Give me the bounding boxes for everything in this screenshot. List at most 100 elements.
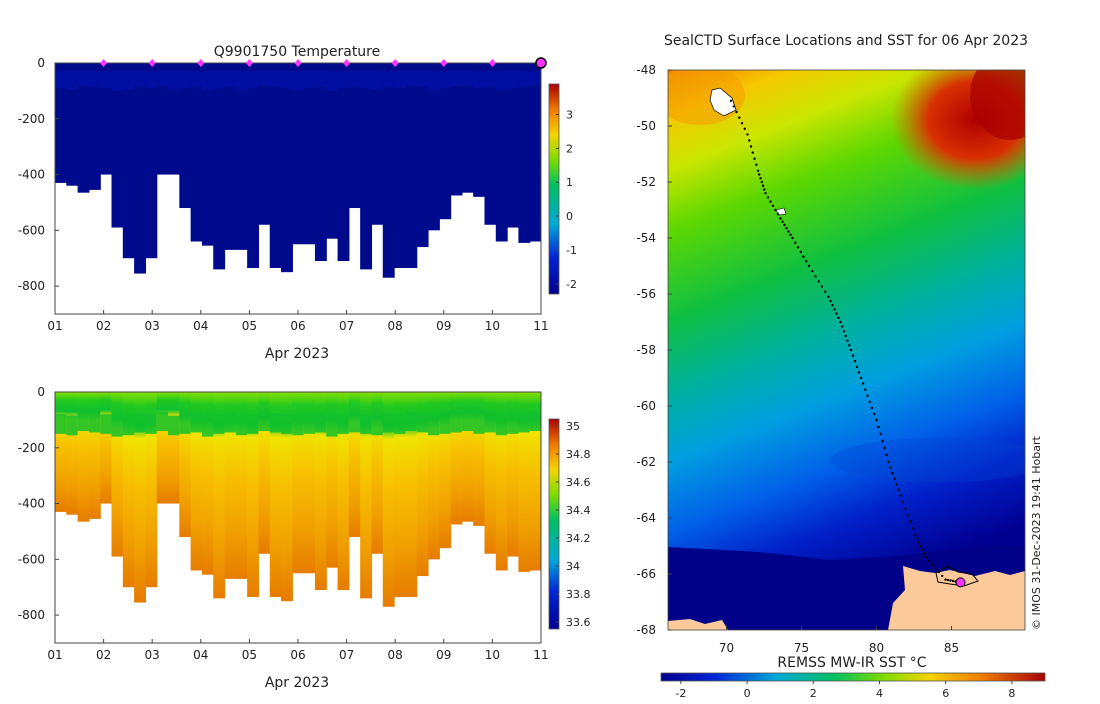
track-point — [796, 246, 800, 249]
track-point — [789, 233, 792, 236]
x-tick-label: 01 — [47, 319, 62, 333]
temperature-upper-layer — [495, 71, 508, 90]
sst-colorbar-tick-label: 8 — [1008, 687, 1015, 700]
track-point — [833, 308, 836, 311]
sst-colorbar-frame — [660, 672, 1046, 682]
track-point — [889, 466, 892, 469]
sst-map-area — [668, 70, 1025, 630]
map-y-tick-label: -60 — [636, 399, 656, 413]
salinity-profile-column — [348, 392, 361, 538]
temperature-profile-column — [461, 63, 474, 193]
profile-marker — [100, 59, 108, 67]
temperature-profile-column — [405, 63, 418, 268]
salinity-profile-column — [518, 392, 531, 572]
map-x-tick-label: 80 — [869, 641, 884, 655]
salinity-halocline-band — [405, 411, 418, 432]
salinity-halocline-band — [292, 415, 305, 436]
y-tick-label: -400 — [18, 497, 45, 511]
colorbar-tick-label: 34 — [566, 560, 580, 573]
temperature-upper-layer — [314, 71, 327, 87]
salinity-halocline-band — [416, 412, 429, 433]
salinity-profile-column — [224, 392, 237, 579]
track-point — [901, 500, 905, 504]
temperature-profile-column — [394, 63, 406, 268]
track-point — [824, 290, 827, 293]
temperature-upper-layer — [66, 71, 79, 90]
track-point — [870, 406, 874, 410]
salinity-halocline-band — [269, 412, 282, 433]
track-point — [873, 412, 876, 416]
colorbar-tick-label: 2 — [566, 142, 573, 155]
temperature-upper-layer — [360, 71, 373, 89]
temperature-upper-layer — [213, 71, 226, 89]
track-point — [906, 514, 910, 517]
track-point — [893, 477, 896, 480]
salinity-profile-column — [213, 392, 226, 599]
salinity-profile-column — [326, 392, 339, 568]
salinity-halocline-band — [473, 414, 486, 434]
track-point — [787, 230, 790, 233]
temperature-upper-layer — [382, 71, 395, 87]
temperature-title: Q9901750 Temperature — [214, 44, 381, 60]
track-point — [949, 579, 952, 582]
temperature-upper-layer — [77, 71, 90, 86]
track-point — [759, 177, 762, 180]
map-x-tick-label: 75 — [794, 641, 809, 655]
colorbar-tick-label: 1 — [566, 176, 573, 189]
track-point — [851, 354, 855, 357]
x-tick-label: 09 — [436, 648, 451, 662]
temperature-upper-layer — [292, 71, 305, 90]
salinity-colorbar-frame — [548, 418, 560, 630]
track-point — [931, 563, 934, 566]
track-point — [791, 236, 794, 240]
salinity-halocline-band — [122, 415, 135, 436]
temperature-profile-column — [292, 63, 305, 245]
track-point — [899, 494, 902, 497]
track-point — [764, 192, 767, 195]
salinity-halocline-band — [213, 414, 226, 434]
salinity-halocline-band — [156, 411, 169, 432]
temperature-xlabel: Apr 2023 — [265, 346, 329, 362]
sst-map-panel: SealCTD Surface Locations and SST for 06… — [636, 33, 1046, 700]
track-point — [923, 552, 926, 555]
track-point — [837, 316, 840, 319]
profile-marker — [440, 59, 448, 67]
x-tick-label: 07 — [339, 319, 354, 333]
salinity-halocline-band — [88, 412, 101, 433]
salinity-profile-column — [507, 392, 519, 557]
track-point — [866, 394, 869, 397]
x-tick-label: 11 — [533, 648, 548, 662]
salinity-halocline-band — [348, 412, 361, 433]
x-tick-label: 02 — [96, 319, 111, 333]
salinity-halocline-band — [427, 415, 440, 436]
temperature-profile-column — [88, 63, 101, 190]
salinity-halocline-band — [461, 411, 474, 432]
temperature-profile-column — [382, 63, 395, 278]
temperature-upper-layer — [405, 71, 418, 86]
track-point — [831, 304, 834, 307]
temperature-profile-column — [281, 63, 293, 273]
temperature-upper-layer — [518, 71, 531, 87]
temperature-profile-column — [303, 63, 316, 245]
track-point — [755, 163, 758, 166]
temperature-upper-layer — [247, 71, 260, 89]
track-point — [761, 184, 765, 187]
salinity-profile-column — [122, 392, 135, 588]
temperature-axis-ticks: 01 02 03 04 05 06 07 08 09 10 11 0 -200 -400 -600 -800 — [18, 56, 549, 333]
salinity-profile-column — [281, 392, 293, 602]
salinity-halocline-band — [450, 412, 463, 433]
temperature-profile-column — [529, 63, 541, 242]
latest-profile-marker — [535, 57, 547, 69]
temperature-upper-layer — [156, 71, 169, 86]
track-point — [779, 217, 782, 220]
salinity-colorbar — [549, 419, 559, 629]
colorbar-tick-label: 34.8 — [566, 448, 591, 461]
track-point — [729, 99, 733, 103]
colorbar-tick-label: 0 — [566, 210, 573, 223]
current-location-marker — [955, 577, 966, 588]
temperature-upper-layer — [224, 71, 237, 87]
temperature-profile-column — [416, 63, 429, 248]
track-point — [857, 371, 861, 374]
temperature-upper-layer — [88, 71, 101, 87]
